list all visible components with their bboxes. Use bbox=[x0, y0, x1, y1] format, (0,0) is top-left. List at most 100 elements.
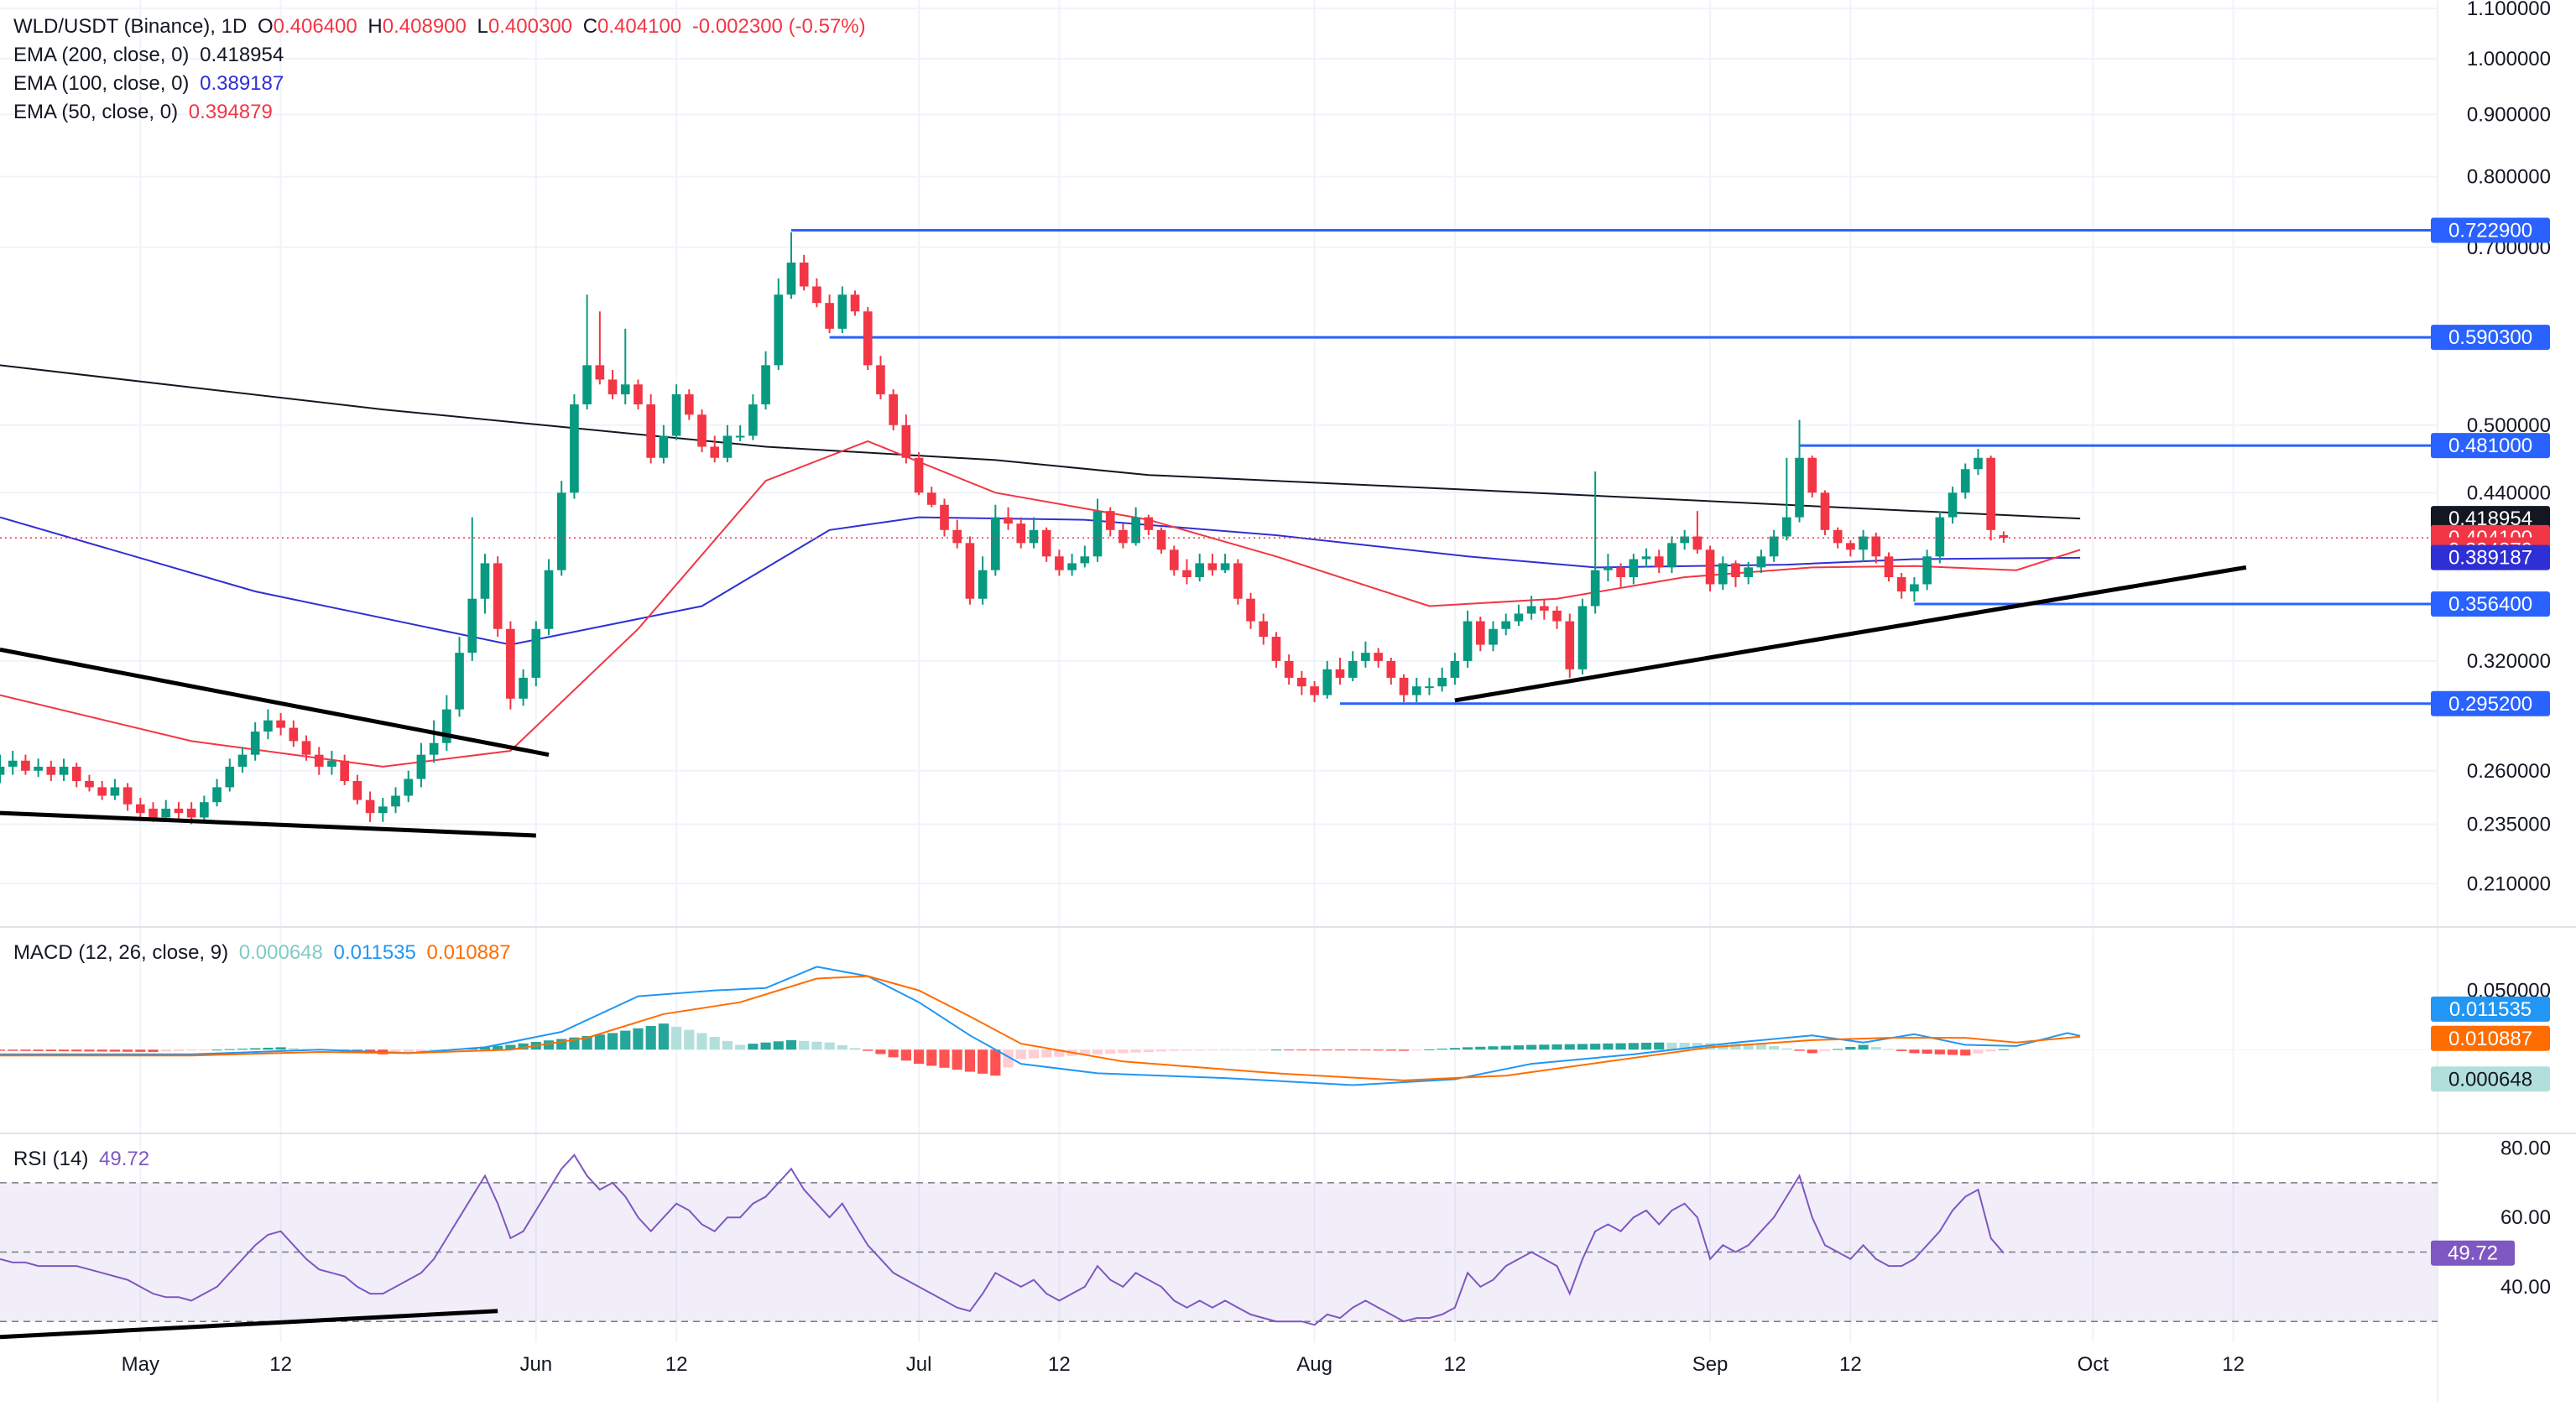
macd-histogram-bar bbox=[1870, 1047, 1881, 1050]
rsi-pane[interactable] bbox=[0, 1153, 2005, 1340]
candle-body bbox=[1475, 621, 1485, 645]
candle-body bbox=[1565, 621, 1575, 669]
trendline bbox=[1454, 565, 2247, 703]
candle-body bbox=[1297, 677, 1306, 687]
candle-body bbox=[416, 754, 426, 779]
candle-body bbox=[493, 563, 503, 629]
candle-body bbox=[1169, 549, 1179, 570]
price-tick-label: 1.000000 bbox=[2467, 48, 2551, 70]
macd-histogram-bar bbox=[645, 1025, 656, 1050]
candle-body bbox=[748, 404, 758, 436]
candle-body bbox=[250, 732, 260, 755]
macd-histogram-bar bbox=[123, 1049, 133, 1052]
macd-line-value: 0.011535 bbox=[333, 941, 416, 964]
macd-histogram-bar bbox=[1909, 1049, 1920, 1054]
macd-histogram-bar bbox=[1960, 1049, 1971, 1056]
candle-body bbox=[697, 414, 707, 447]
macd-histogram-bar bbox=[84, 1049, 95, 1052]
candle-body bbox=[34, 766, 43, 771]
macd-histogram-bar bbox=[109, 1049, 120, 1052]
time-axis[interactable]: May 12 Jun 12 Jul 12 Aug 12 Sep 12 Oct 12 bbox=[122, 1353, 2245, 1376]
macd-histogram-bar bbox=[288, 1048, 299, 1050]
rsi-band-fill bbox=[0, 1182, 2438, 1322]
candle-body bbox=[340, 760, 349, 781]
macd-histogram-bar bbox=[1143, 1049, 1154, 1052]
candle-body bbox=[212, 787, 222, 803]
candle-body bbox=[1654, 556, 1664, 568]
candle-body bbox=[467, 598, 477, 654]
price-pane[interactable] bbox=[0, 228, 2438, 838]
candle-body bbox=[544, 570, 554, 629]
price-tick-label: 0.210000 bbox=[2467, 872, 2551, 895]
candle-body bbox=[1246, 598, 1255, 622]
macd-histogram-bar bbox=[1092, 1049, 1103, 1054]
macd-histogram-bar bbox=[926, 1049, 937, 1066]
macd-histogram-bar bbox=[1590, 1044, 1601, 1050]
level-price-label-box bbox=[2431, 690, 2550, 716]
macd-histogram-bar bbox=[493, 1045, 503, 1050]
candle-body bbox=[684, 394, 694, 415]
ema50-legend[interactable]: EMA (50, close, 0) 0.394879 bbox=[13, 101, 278, 124]
candle-body bbox=[1910, 584, 1919, 592]
candle-body bbox=[1489, 628, 1498, 645]
candle-body bbox=[1552, 610, 1562, 622]
macd-histogram-bar bbox=[684, 1029, 695, 1050]
candle-body bbox=[1220, 563, 1230, 570]
candle-body bbox=[1092, 511, 1103, 557]
rsi-legend[interactable]: RSI (14) 49.72 bbox=[13, 1148, 154, 1171]
candle-body bbox=[1935, 517, 1945, 557]
macd-histogram-bar bbox=[479, 1046, 491, 1050]
candle-body bbox=[646, 404, 656, 458]
candle-body bbox=[901, 424, 911, 458]
rsi-tick-label: 60.00 bbox=[2500, 1206, 2551, 1229]
candle-body bbox=[1999, 534, 2009, 539]
time-tick-label: 12 bbox=[2222, 1353, 2245, 1376]
ohlc-legend: WLD/USDT (Binance), 1D O0.406400 H0.4089… bbox=[13, 15, 871, 39]
candle-body bbox=[1884, 556, 1894, 578]
macd-histogram-bar bbox=[1028, 1049, 1040, 1059]
candle-body bbox=[46, 766, 56, 775]
candle-body bbox=[1156, 529, 1166, 550]
candle-body bbox=[671, 394, 681, 436]
candle-body bbox=[1948, 492, 1958, 518]
candle-body bbox=[519, 677, 528, 699]
signal-line bbox=[0, 975, 2081, 1081]
candle-body bbox=[812, 286, 821, 304]
price-tick-label: 0.800000 bbox=[2467, 166, 2551, 189]
candle-body bbox=[1629, 559, 1639, 578]
macd-value-box bbox=[2431, 1025, 2550, 1051]
macd-pane[interactable] bbox=[0, 966, 2081, 1086]
indicator-price-label: 0.389187 bbox=[2448, 547, 2532, 570]
macd-histogram-bar bbox=[1348, 1049, 1358, 1051]
time-tick-label: 12 bbox=[1839, 1353, 1862, 1376]
indicator-price-label-box bbox=[2431, 506, 2550, 532]
candle-body bbox=[1131, 517, 1140, 544]
macd-histogram-bar bbox=[1296, 1049, 1307, 1051]
macd-histogram-bar bbox=[1233, 1049, 1244, 1051]
candle-body bbox=[21, 760, 30, 771]
high-value: 0.408900 bbox=[382, 15, 467, 38]
candle-body bbox=[659, 435, 669, 458]
candle-body bbox=[327, 760, 336, 767]
macd-histogram-bar bbox=[785, 1039, 797, 1050]
macd-histogram-bar bbox=[1704, 1043, 1716, 1050]
candle-body bbox=[710, 446, 720, 458]
candle-body bbox=[1833, 529, 1843, 544]
macd-legend[interactable]: MACD (12, 26, close, 9) 0.000648 0.01153… bbox=[13, 941, 516, 965]
candle-body bbox=[1680, 536, 1689, 544]
ema100-legend[interactable]: EMA (100, close, 0) 0.389187 bbox=[13, 72, 289, 96]
level-price-label-box bbox=[2431, 217, 2550, 243]
candle-body bbox=[352, 780, 362, 800]
price-tick-label: 1.100000 bbox=[2467, 0, 2551, 20]
candle-body bbox=[595, 365, 605, 380]
macd-histogram-bar bbox=[1003, 1049, 1014, 1068]
price-axis[interactable]: 1.1000001.0000000.9000000.8000000.700000… bbox=[2431, 0, 2551, 1299]
candle-body bbox=[1374, 653, 1383, 661]
macd-histogram-bar bbox=[1041, 1049, 1052, 1058]
candle-body bbox=[161, 808, 171, 818]
rsi-label: RSI (14) bbox=[13, 1148, 89, 1170]
ema200-legend[interactable]: EMA (200, close, 0) 0.418954 bbox=[13, 44, 289, 67]
macd-histogram-bar bbox=[760, 1042, 771, 1050]
